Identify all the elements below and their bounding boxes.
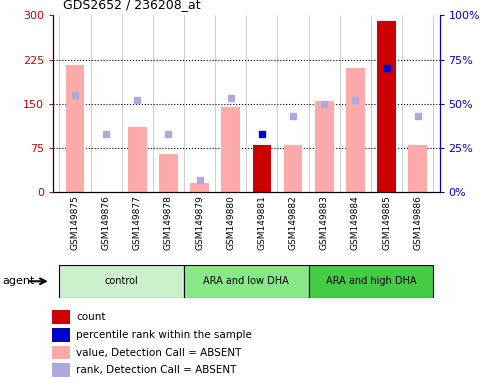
Bar bbox=[221, 107, 240, 192]
Bar bbox=[190, 183, 209, 192]
Text: rank, Detection Call = ABSENT: rank, Detection Call = ABSENT bbox=[76, 365, 236, 375]
Text: control: control bbox=[105, 276, 139, 286]
Bar bbox=[408, 145, 427, 192]
Bar bbox=[184, 265, 309, 298]
Bar bbox=[52, 328, 70, 342]
Text: percentile rank within the sample: percentile rank within the sample bbox=[76, 330, 252, 340]
Text: count: count bbox=[76, 312, 105, 322]
Bar bbox=[315, 101, 334, 192]
Bar bbox=[309, 265, 433, 298]
Bar bbox=[346, 68, 365, 192]
Bar bbox=[52, 363, 70, 377]
Bar bbox=[66, 65, 85, 192]
Bar bbox=[52, 346, 70, 359]
Text: agent: agent bbox=[2, 276, 35, 286]
Bar bbox=[284, 145, 302, 192]
Bar bbox=[377, 21, 396, 192]
Bar bbox=[128, 127, 147, 192]
Text: ARA and low DHA: ARA and low DHA bbox=[203, 276, 289, 286]
Bar bbox=[59, 265, 184, 298]
Bar bbox=[253, 145, 271, 192]
Bar bbox=[159, 154, 178, 192]
Bar bbox=[52, 310, 70, 324]
Text: value, Detection Call = ABSENT: value, Detection Call = ABSENT bbox=[76, 348, 242, 358]
Text: GDS2652 / 236208_at: GDS2652 / 236208_at bbox=[63, 0, 200, 12]
Text: ARA and high DHA: ARA and high DHA bbox=[326, 276, 416, 286]
